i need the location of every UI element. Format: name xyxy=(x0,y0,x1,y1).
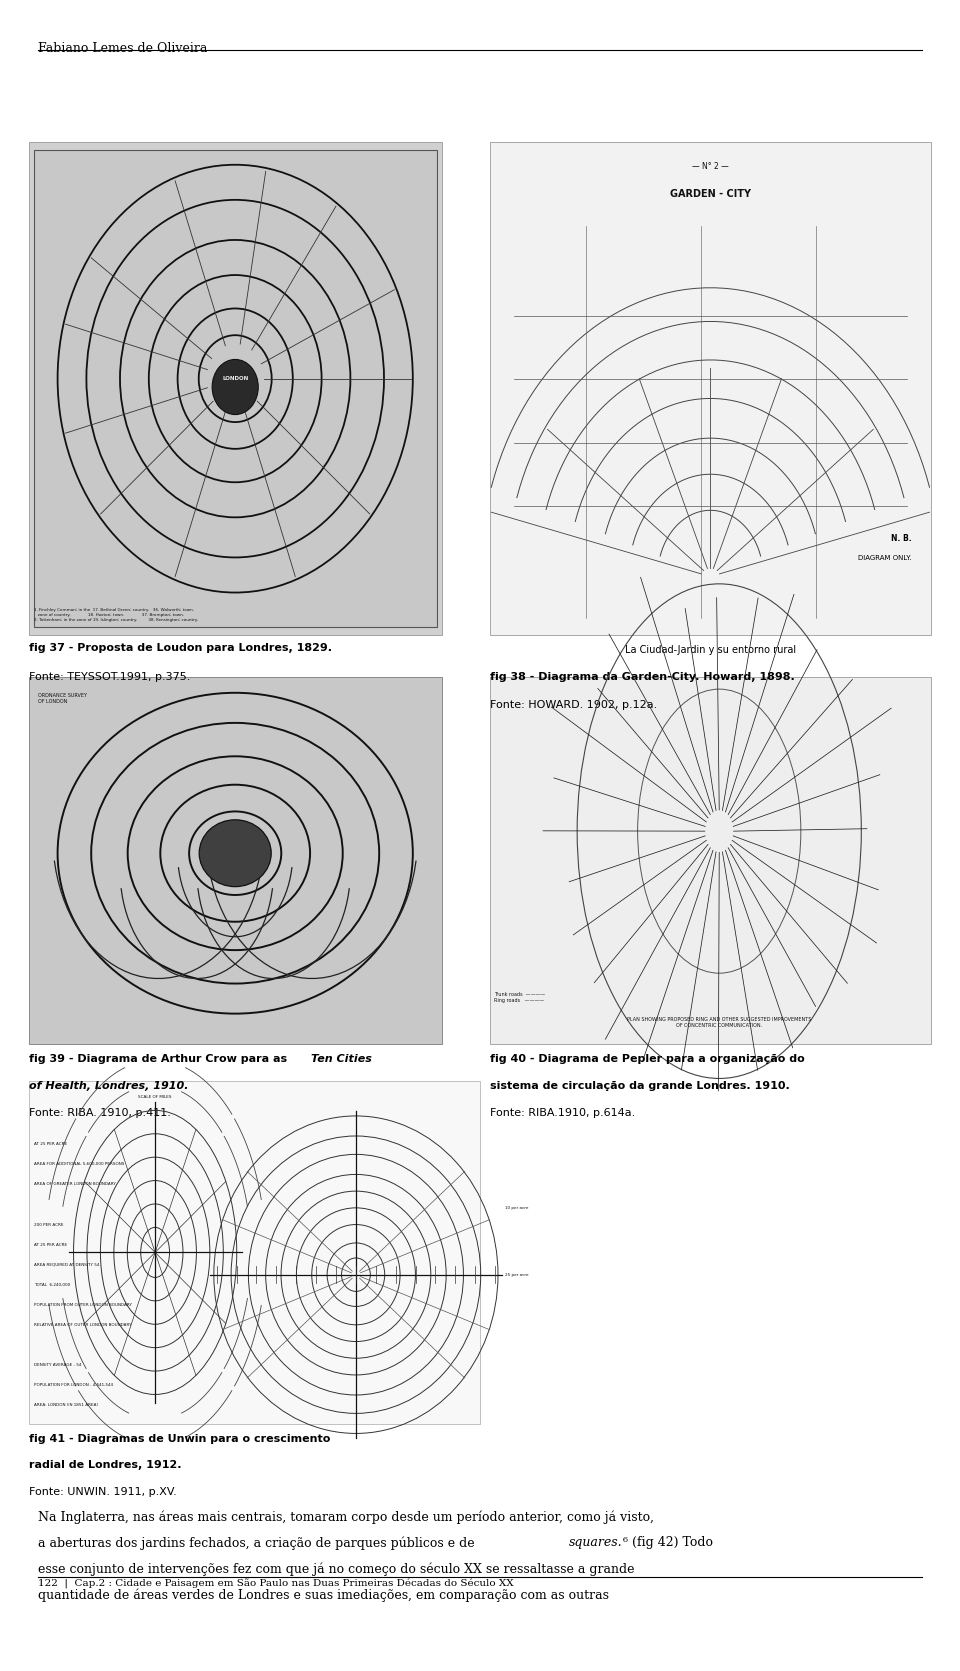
Text: AREA FOR ADDITIONAL 5,600,000 PERSONS: AREA FOR ADDITIONAL 5,600,000 PERSONS xyxy=(34,1163,124,1166)
Text: Ten Cities: Ten Cities xyxy=(311,1054,372,1064)
Bar xyxy=(29,1081,480,1424)
Text: ⁶ (fig 42) Todo: ⁶ (fig 42) Todo xyxy=(623,1537,713,1549)
Text: 25 per acre: 25 per acre xyxy=(505,1273,528,1277)
Text: a aberturas dos jardins fechados, a criação de parques públicos e de: a aberturas dos jardins fechados, a cria… xyxy=(38,1537,479,1551)
Text: POPULATION FOR LONDON - 4,541,544: POPULATION FOR LONDON - 4,541,544 xyxy=(34,1384,112,1387)
Text: esse conjunto de intervenções fez com que já no começo do século XX se ressaltas: esse conjunto de intervenções fez com qu… xyxy=(38,1562,635,1576)
Text: DIAGRAM ONLY.: DIAGRAM ONLY. xyxy=(858,555,912,561)
Text: Trunk roads  ————
Ring roads   ————: Trunk roads ———— Ring roads ———— xyxy=(494,993,545,1003)
Text: radial de Londres, 1912.: radial de Londres, 1912. xyxy=(29,1460,181,1470)
Text: squares.: squares. xyxy=(569,1537,623,1549)
Text: La Ciudad-Jardin y su entorno rural: La Ciudad-Jardin y su entorno rural xyxy=(625,645,796,655)
Text: AT 25 PER ACRE: AT 25 PER ACRE xyxy=(34,1243,67,1247)
Text: TOTAL  6,240,000: TOTAL 6,240,000 xyxy=(34,1283,70,1287)
Text: fig 37 - Proposta de Loudon para Londres, 1829.: fig 37 - Proposta de Loudon para Londres… xyxy=(29,643,332,653)
Ellipse shape xyxy=(212,359,258,414)
Text: quantidade de áreas verdes de Londres e suas imediações, em comparação com as ou: quantidade de áreas verdes de Londres e … xyxy=(38,1587,610,1602)
Text: RELATIVE AREA OF OUTER LONDON BOUNDARY: RELATIVE AREA OF OUTER LONDON BOUNDARY xyxy=(34,1323,132,1327)
Text: of Health, Londres, 1910.: of Health, Londres, 1910. xyxy=(29,1081,188,1091)
Ellipse shape xyxy=(200,820,272,887)
Text: fig 41 - Diagramas de Unwin para o crescimento: fig 41 - Diagramas de Unwin para o cresc… xyxy=(29,1434,330,1444)
Text: Fonte: TEYSSOT.1991, p.375.: Fonte: TEYSSOT.1991, p.375. xyxy=(29,672,190,682)
Text: Fonte: HOWARD. 1902, p.12a.: Fonte: HOWARD. 1902, p.12a. xyxy=(490,700,657,710)
Text: 200 PER ACRE: 200 PER ACRE xyxy=(34,1223,63,1227)
Text: POPULATION FROM OUTER LONDON BOUNDARY: POPULATION FROM OUTER LONDON BOUNDARY xyxy=(34,1303,132,1307)
Text: sistema de circulação da grande Londres. 1910.: sistema de circulação da grande Londres.… xyxy=(490,1081,789,1091)
Text: 1. Finchley Common; in the  17. Bethnal Green; country.   36. Walworth; town.
  : 1. Finchley Common; in the 17. Bethnal G… xyxy=(34,608,198,622)
Text: AREA REQUIRED AT DENSITY 54: AREA REQUIRED AT DENSITY 54 xyxy=(34,1263,99,1267)
Text: SCALE OF MILES: SCALE OF MILES xyxy=(138,1095,172,1098)
Text: DENSITY AVERAGE - 54: DENSITY AVERAGE - 54 xyxy=(34,1364,81,1367)
Text: ORDNANCE SURVEY
OF LONDON: ORDNANCE SURVEY OF LONDON xyxy=(38,693,87,703)
Text: Na Inglaterra, nas áreas mais centrais, tomaram corpo desde um período anterior,: Na Inglaterra, nas áreas mais centrais, … xyxy=(38,1511,655,1524)
Text: AREA OF GREATER LONDON BOUNDARY: AREA OF GREATER LONDON BOUNDARY xyxy=(34,1183,115,1186)
Text: N. B.: N. B. xyxy=(892,535,912,543)
Text: LONDON: LONDON xyxy=(222,376,249,381)
Text: — N° 2 —: — N° 2 — xyxy=(692,162,729,170)
Text: fig 40 - Diagrama de Pepler para a organização do: fig 40 - Diagrama de Pepler para a organ… xyxy=(490,1054,804,1064)
Bar xyxy=(29,142,442,635)
Text: AREA: LONDON (IN 1851 AREA): AREA: LONDON (IN 1851 AREA) xyxy=(34,1404,98,1407)
Text: Fabiano Lemes de Oliveira: Fabiano Lemes de Oliveira xyxy=(38,42,207,55)
Bar xyxy=(490,677,931,1044)
Text: PLAN SHOWING PROPOSED RING AND OTHER SUGGESTED IMPROVEMENTS
OF CONCENTRIC COMMUN: PLAN SHOWING PROPOSED RING AND OTHER SUG… xyxy=(627,1018,811,1028)
Text: fig 39 - Diagrama de Arthur Crow para as: fig 39 - Diagrama de Arthur Crow para as xyxy=(29,1054,291,1064)
Text: Fonte: UNWIN. 1911, p.XV.: Fonte: UNWIN. 1911, p.XV. xyxy=(29,1487,177,1497)
Text: AT 25 PER ACRE: AT 25 PER ACRE xyxy=(34,1143,67,1146)
Bar xyxy=(29,677,442,1044)
Text: 10 per acre: 10 per acre xyxy=(505,1206,528,1210)
Text: Fonte: RIBA. 1910, p.411.: Fonte: RIBA. 1910, p.411. xyxy=(29,1108,171,1118)
Text: Fonte: RIBA.1910, p.614a.: Fonte: RIBA.1910, p.614a. xyxy=(490,1108,635,1118)
Bar xyxy=(490,142,931,635)
Bar xyxy=(34,150,437,627)
Text: 122  |  Cap.2 : Cidade e Paisagem em São Paulo nas Duas Primeiras Décadas do Séc: 122 | Cap.2 : Cidade e Paisagem em São P… xyxy=(38,1579,514,1589)
Text: GARDEN - CITY: GARDEN - CITY xyxy=(670,189,751,199)
Text: fig 38 - Diagrama da Garden-City. Howard, 1898.: fig 38 - Diagrama da Garden-City. Howard… xyxy=(490,672,794,682)
